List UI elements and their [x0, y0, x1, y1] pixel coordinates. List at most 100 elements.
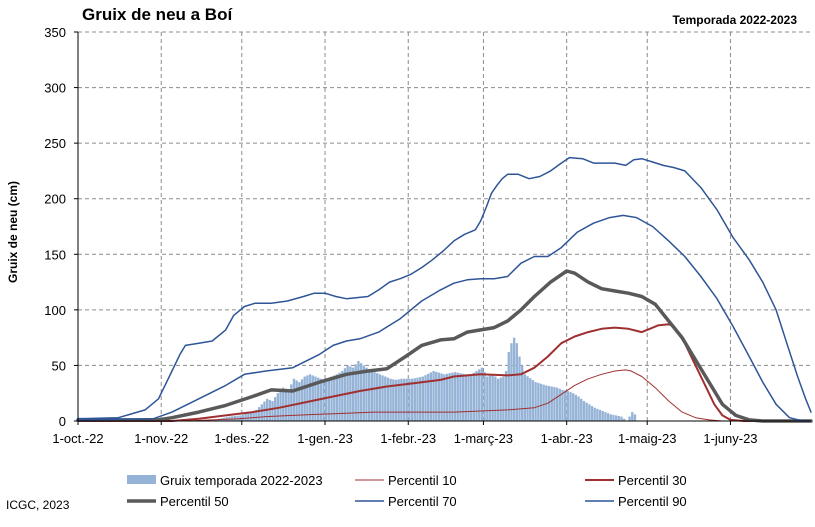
snow-depth-bar — [271, 400, 274, 421]
legend: Gruix temporada 2022-2023 Percentil 10 Per… — [127, 473, 687, 509]
snow-depth-bar — [392, 379, 395, 421]
snow-depth-bar — [461, 373, 465, 421]
snow-depth-bar — [362, 365, 365, 421]
snow-depth-bar — [534, 382, 537, 421]
snow-depth-bar — [561, 389, 564, 421]
snow-depth-bar — [483, 372, 486, 421]
snow-depth-bar — [408, 378, 411, 421]
snow-depth-bar — [617, 415, 621, 421]
snow-depth-bar — [542, 384, 545, 421]
snow-depth-bar — [432, 370, 435, 421]
snow-depth-bar — [443, 374, 446, 421]
snow-depth-bar — [604, 412, 607, 421]
snow-depth-bar — [507, 352, 510, 421]
snow-depth-bar — [236, 415, 239, 421]
snow-depth-bar — [282, 387, 285, 421]
x-tick-label: 1-juny-23 — [703, 431, 757, 446]
snow-depth-bar — [598, 409, 602, 421]
snow-depth-bar — [601, 410, 604, 421]
snow-depth-bar — [623, 418, 626, 421]
snow-depth-bar — [470, 374, 473, 421]
legend-label: Percentil 70 — [388, 494, 457, 509]
snow-depth-bar — [373, 372, 376, 421]
snow-depth-bar — [400, 378, 403, 421]
snow-depth-bar — [464, 374, 467, 421]
snow-depth-bar — [397, 379, 400, 421]
snow-depth-bar — [389, 378, 392, 421]
y-tick-label: 50 — [52, 358, 66, 373]
snow-depth-bar — [488, 375, 492, 421]
snow-depth-bar — [367, 369, 371, 421]
snow-depth-bar — [263, 401, 266, 421]
snow-depth-bar — [577, 396, 580, 421]
snow-depth-bar — [526, 376, 529, 421]
snow-depth-bar — [257, 407, 261, 421]
snow-depth-bar — [212, 419, 215, 421]
snow-depth-bar — [504, 370, 508, 421]
x-tick-label: 1-gen.-23 — [297, 431, 353, 446]
snow-depth-bar — [413, 378, 416, 421]
snow-depth-bar — [311, 375, 314, 421]
snow-depth-bar — [620, 416, 623, 421]
snow-depth-bar — [292, 378, 296, 421]
snow-depth-bar — [582, 400, 586, 421]
y-tick-label: 250 — [44, 136, 66, 151]
snow-depth-bar — [574, 394, 578, 421]
snow-depth-bar — [341, 370, 344, 421]
snow-depth-bar — [418, 377, 422, 421]
snow-depth-bar — [427, 373, 430, 421]
snow-depth-bar — [260, 404, 263, 421]
snow-depth-bar — [429, 372, 433, 421]
snow-depth-bar — [558, 388, 561, 421]
snow-depth-bar — [456, 372, 459, 421]
snow-depth-bar — [290, 384, 293, 421]
snow-depth-bar — [249, 412, 253, 421]
y-tick-label: 300 — [44, 81, 66, 96]
snow-depth-bar — [410, 378, 414, 421]
snow-depth-bar — [609, 414, 612, 421]
snow-depth-bar — [547, 385, 551, 421]
snow-depth-bar — [244, 413, 247, 421]
snow-depth-bar — [370, 370, 373, 421]
snow-depth-bar — [303, 376, 306, 421]
snow-depth-bar — [521, 365, 524, 421]
legend-label: Percentil 10 — [388, 473, 457, 488]
snow-depth-bar — [478, 369, 481, 421]
snow-depth-bar — [308, 374, 312, 421]
snow-depth-bar — [386, 377, 390, 421]
snow-depth-bar — [306, 375, 309, 421]
snow-depth-bar — [580, 398, 583, 421]
snow-depth-bar — [593, 407, 596, 421]
snow-depth-bar — [279, 390, 282, 421]
snow-depth-bar — [284, 388, 288, 421]
x-tick-label: 1-març-23 — [454, 431, 513, 446]
snow-depth-bar — [566, 390, 570, 421]
snow-depth-bar — [252, 410, 255, 421]
y-tick-label: 350 — [44, 25, 66, 40]
snow-depth-bar — [633, 414, 637, 421]
snow-depth-bar — [510, 343, 513, 421]
snow-depth-bar — [553, 387, 556, 421]
snow-depth-bar — [351, 367, 355, 421]
snow-depth-bar — [555, 387, 559, 421]
snow-depth-bar — [421, 376, 425, 421]
legend-label: Gruix temporada 2022-2023 — [160, 473, 323, 488]
snow-depth-bar — [247, 412, 250, 421]
snow-depth-bar — [359, 363, 363, 421]
snow-depth-bar — [376, 373, 379, 421]
snow-depth-bar — [378, 374, 382, 421]
x-tick-label: 1-nov.-22 — [134, 431, 188, 446]
snow-depth-bar — [416, 377, 419, 421]
snow-depth-bar — [563, 390, 567, 421]
credit-text: ICGC, 2023 — [6, 498, 70, 512]
y-tick-label: 100 — [44, 303, 66, 318]
snow-depth-bar — [499, 377, 502, 421]
snow-depth-bar — [631, 412, 634, 421]
snow-depth-bar — [405, 378, 408, 421]
snow-depth-bar — [451, 372, 454, 421]
snow-depth-bar — [322, 379, 325, 421]
percentile-line-70 — [77, 214, 812, 422]
snow-depth-bar — [445, 373, 449, 421]
snow-depth-bar — [494, 376, 497, 421]
